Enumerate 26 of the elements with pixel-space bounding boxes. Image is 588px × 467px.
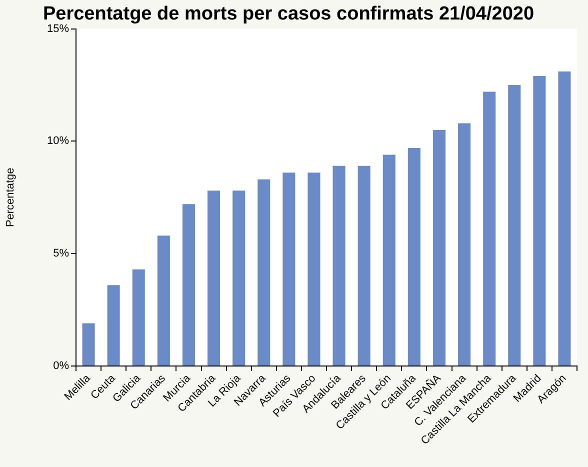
- bar: [208, 190, 220, 366]
- bar: [132, 269, 145, 366]
- bar: [182, 204, 195, 366]
- y-axis-title: Percentatge: [4, 168, 17, 228]
- bar: [282, 172, 296, 366]
- bar: [157, 236, 170, 366]
- y-tick-label: 15%: [46, 22, 70, 35]
- y-tick-label: 5%: [53, 248, 70, 260]
- bar: [332, 166, 346, 366]
- bar: [382, 154, 396, 366]
- bar: [358, 166, 370, 366]
- bar: [533, 76, 546, 366]
- bar: [483, 92, 496, 366]
- bar: [432, 130, 446, 366]
- bar: [232, 190, 246, 366]
- bar: [258, 179, 270, 366]
- bar: [508, 85, 521, 366]
- y-tick-label: 0%: [53, 360, 70, 372]
- chart-title: Percentatge de morts per casos confirmats 21/04/2020: [42, 4, 534, 25]
- bar: [458, 123, 471, 366]
- y-tick-label: 10%: [46, 135, 70, 148]
- bar: [82, 323, 95, 366]
- bar: [408, 148, 420, 366]
- bar: [107, 285, 120, 366]
- bar: [308, 172, 320, 366]
- bar: [558, 72, 571, 366]
